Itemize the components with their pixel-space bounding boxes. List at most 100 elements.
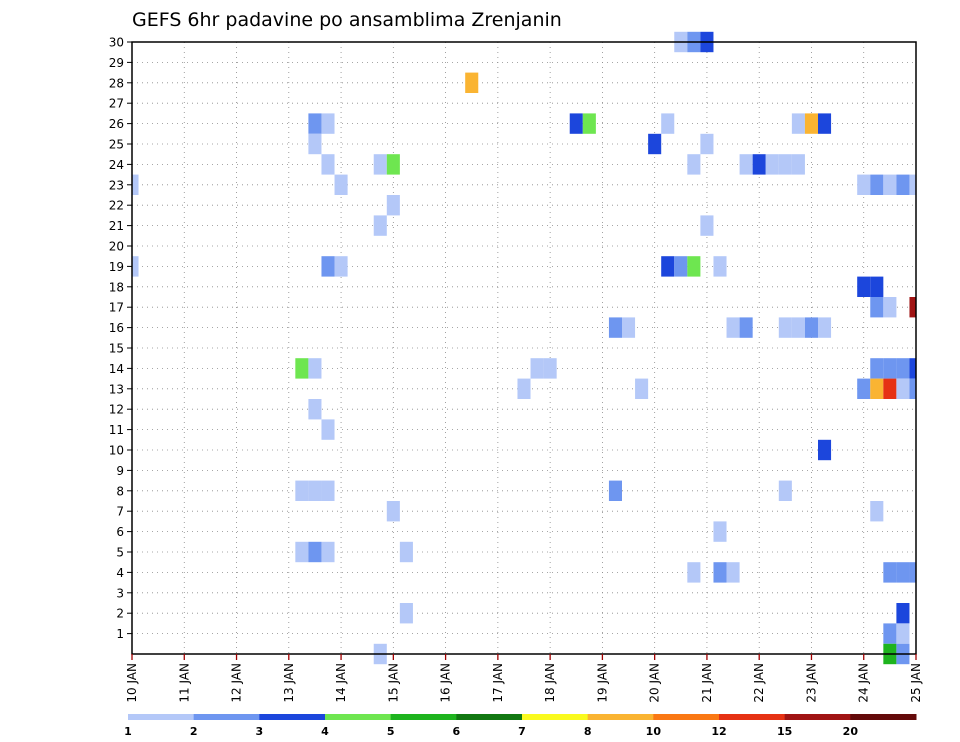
x-tick-label: 10 JAN [125, 663, 139, 703]
precip-cell [674, 256, 688, 277]
y-tick-label: 29 [109, 56, 124, 70]
precip-cell [399, 541, 413, 563]
y-tick-label: 14 [109, 362, 124, 376]
precip-cell [386, 501, 400, 522]
precip-cell [517, 378, 531, 399]
precip-cell [713, 521, 727, 542]
precip-cell [530, 358, 544, 379]
y-tick-label: 19 [109, 260, 124, 274]
colorbar-segment [850, 714, 917, 720]
y-tick-label: 15 [109, 342, 124, 356]
precip-cell [295, 358, 309, 379]
y-tick-label: 27 [109, 97, 124, 111]
precip-cell [870, 378, 884, 399]
precip-cell [909, 174, 916, 195]
y-tick-label: 9 [116, 464, 124, 478]
y-tick-label: 10 [109, 444, 124, 458]
precip-cell [373, 215, 387, 236]
precip-cell [622, 317, 636, 338]
y-tick-label: 16 [109, 321, 124, 335]
colorbar-level-label: 2 [190, 725, 198, 738]
chart-title: GEFS 6hr padavine po ansamblima Zrenjani… [132, 9, 562, 31]
y-tick-label: 1 [116, 627, 124, 641]
precip-cell [909, 358, 916, 379]
precip-cell [321, 541, 335, 563]
precip-cell [608, 480, 622, 501]
precip-cell [883, 623, 897, 644]
precip-cell [295, 480, 309, 501]
precip-cell [739, 317, 753, 338]
precip-cell [883, 297, 897, 318]
x-tick-label: 20 JAN [648, 663, 662, 703]
precip-cell [295, 541, 309, 563]
colorbar-level-label: 20 [843, 725, 859, 738]
precip-cell [883, 174, 897, 195]
precip-cell [543, 358, 557, 379]
precip-cell [857, 174, 871, 195]
precip-cell [308, 358, 322, 379]
precip-cell [752, 154, 766, 175]
precip-cell [713, 562, 727, 583]
y-tick-label: 7 [116, 505, 124, 519]
colorbar-segment [259, 714, 326, 720]
y-axis-member-ticks: 1234567891011121314151617181920212223242… [109, 36, 132, 641]
y-tick-label: 22 [109, 199, 124, 213]
precip-cell [713, 256, 727, 277]
x-tick-label: 18 JAN [543, 663, 557, 703]
x-tick-label: 13 JAN [282, 663, 296, 703]
x-tick-label: 16 JAN [439, 663, 453, 703]
precip-cell [778, 480, 792, 501]
colorbar-segment [193, 714, 260, 720]
x-tick-label: 11 JAN [177, 663, 191, 703]
precip-cell [321, 480, 335, 501]
precip-cell [896, 562, 910, 583]
x-tick-label: 19 JAN [595, 663, 609, 703]
y-tick-label: 28 [109, 76, 124, 90]
x-tick-label: 25 JAN [909, 663, 923, 703]
precip-cell [870, 358, 884, 379]
precip-cell [386, 195, 400, 216]
y-tick-label: 21 [109, 219, 124, 233]
precip-cell [399, 603, 413, 624]
precip-cell [818, 317, 832, 338]
y-tick-label: 6 [116, 525, 124, 539]
precip-cell [308, 541, 322, 563]
colorbar-segment [325, 714, 392, 720]
dotted-grid [132, 42, 916, 654]
precip-cell [334, 174, 348, 195]
colorbar-segment [719, 714, 786, 720]
colorbar-level-label: 6 [453, 725, 461, 738]
y-tick-label: 4 [116, 566, 124, 580]
precip-cell [804, 113, 818, 134]
precip-cell [687, 562, 701, 583]
precip-cell [909, 378, 916, 399]
precip-cell [648, 133, 662, 155]
precip-cell [569, 113, 583, 134]
y-tick-label: 24 [109, 158, 124, 172]
y-tick-label: 17 [109, 301, 124, 315]
precip-cell [896, 603, 910, 624]
precip-cell [321, 256, 335, 277]
colorbar-level-label: 10 [646, 725, 662, 738]
precip-cell [700, 133, 714, 155]
y-tick-label: 20 [109, 240, 124, 254]
precip-cell [818, 113, 832, 134]
x-tick-label: 21 JAN [700, 663, 714, 703]
precip-cell [308, 133, 322, 155]
precip-cell [308, 113, 322, 134]
x-tick-label: 23 JAN [804, 663, 818, 703]
precip-cell [308, 399, 322, 420]
precip-cell [896, 378, 910, 399]
precip-cell [321, 419, 335, 440]
precip-cell [321, 113, 335, 134]
precip-cell [661, 113, 675, 134]
precip-cell [132, 256, 139, 277]
precip-cell [726, 317, 740, 338]
colorbar-level-label: 4 [321, 725, 329, 738]
y-tick-label: 26 [109, 117, 124, 131]
y-tick-label: 11 [109, 423, 124, 437]
precip-cell [883, 358, 897, 379]
y-tick-label: 3 [116, 586, 124, 600]
precip-cell [896, 623, 910, 644]
